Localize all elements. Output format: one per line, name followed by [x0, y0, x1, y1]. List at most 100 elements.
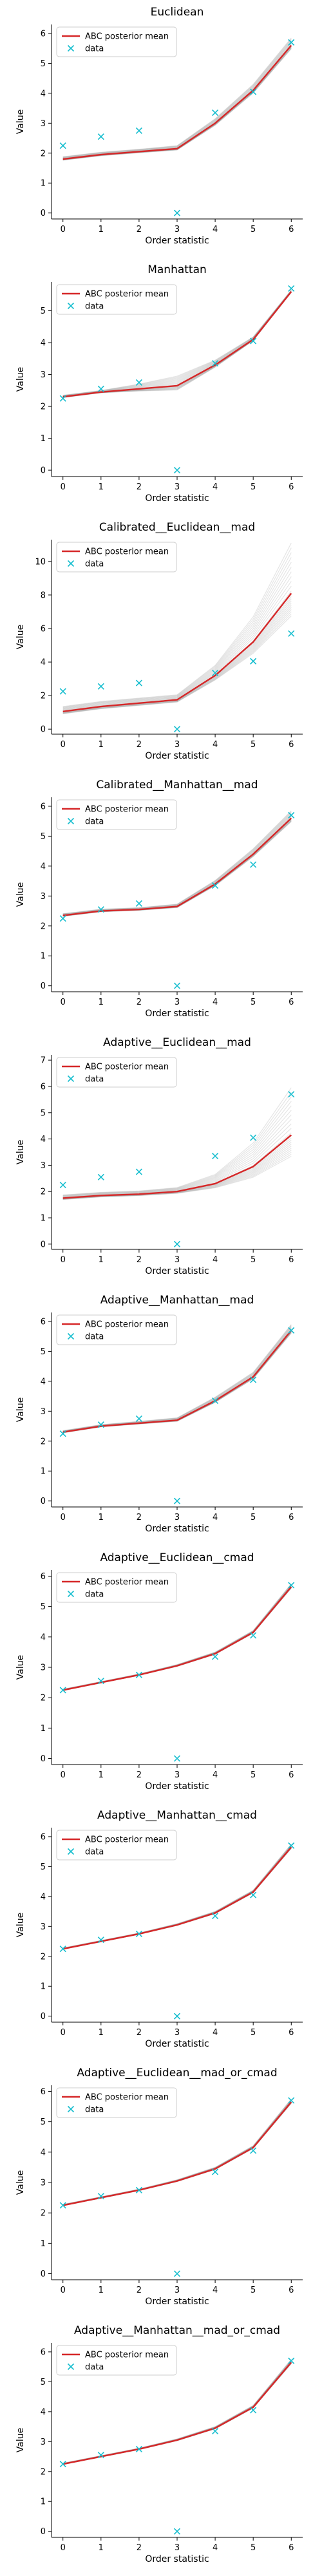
- y-tick-label: 6: [41, 1082, 46, 1092]
- x-tick-label: 4: [213, 2286, 218, 2295]
- x-tick-label: 0: [61, 2286, 66, 2295]
- posterior-sample-line: [62, 2102, 292, 2206]
- posterior-sample-line: [62, 1153, 292, 1200]
- posterior-sample-line: [62, 581, 292, 711]
- data-point-marker: [250, 88, 257, 95]
- posterior-sample-line: [62, 1844, 292, 1949]
- posterior-sample-line: [62, 39, 292, 158]
- posterior-mean-line: [62, 817, 292, 916]
- data-point-marker: [135, 1671, 142, 1678]
- posterior-sample-line: [62, 290, 292, 396]
- data-point-marker: [59, 1687, 66, 1694]
- data-point-marker: [59, 1946, 66, 1953]
- x-tick-label: 1: [99, 1770, 104, 1780]
- x-tick-label: 0: [61, 2028, 66, 2038]
- y-axis-label: Value: [15, 1140, 26, 1164]
- chart-title: Euclidean: [151, 6, 204, 19]
- x-tick-label: 1: [99, 2543, 104, 2553]
- x-tick-label: 1: [99, 1255, 104, 1265]
- y-tick-label: 10: [35, 557, 46, 567]
- posterior-sample-line: [62, 1331, 292, 1433]
- x-tick-label: 2: [137, 1513, 142, 1522]
- data-point-marker: [250, 1376, 257, 1383]
- posterior-sample-line: [62, 1150, 292, 1200]
- posterior-sample-line: [62, 46, 292, 160]
- legend-label-points: data: [85, 560, 104, 569]
- y-tick-label: 3: [41, 1161, 46, 1171]
- legend: ABC posterior mean data: [56, 284, 177, 315]
- posterior-sample-line: [62, 819, 292, 916]
- posterior-sample-line: [62, 1587, 292, 1691]
- posterior-sample-line: [62, 43, 292, 159]
- data-point-marker: [97, 1678, 104, 1685]
- data-point-marker: [288, 1091, 295, 1098]
- x-tick-label: 6: [289, 2286, 294, 2295]
- chart-panel-4: Calibrated__Manhattan__mad 0 1 2 3 4 5 6 0 1 2 3 4 5 6…: [15, 779, 303, 1019]
- y-tick-label: 2: [41, 922, 46, 931]
- data-point-marker: [212, 1653, 219, 1660]
- legend-box: [56, 2345, 177, 2376]
- y-axis-label: Value: [15, 1913, 26, 1937]
- posterior-sample-line: [62, 1587, 292, 1691]
- posterior-sample-line: [62, 2360, 292, 2464]
- posterior-sample-line: [62, 1847, 292, 1949]
- x-tick-label: 0: [61, 1513, 66, 1522]
- x-tick-label: 1: [99, 225, 104, 234]
- data-point-marker: [212, 882, 219, 889]
- y-tick-label: 1: [41, 179, 46, 189]
- posterior-sample-line: [62, 2103, 292, 2206]
- posterior-sample-line: [62, 1101, 292, 1197]
- x-tick-label: 5: [251, 1513, 256, 1522]
- y-tick-label: 0: [41, 2269, 46, 2279]
- data-point-marker: [288, 1582, 295, 1589]
- x-axis-label: Order statistic: [145, 2297, 209, 2307]
- data-point-marker: [173, 982, 181, 989]
- y-tick-label: 1: [41, 1724, 46, 1734]
- posterior-sample-line: [62, 1848, 292, 1950]
- posterior-sample-line: [62, 820, 292, 917]
- x-tick-label: 2: [137, 2543, 142, 2553]
- data-point-marker: [59, 2461, 66, 2468]
- y-tick-label: 2: [41, 1952, 46, 1962]
- x-tick-label: 3: [175, 1770, 180, 1780]
- posterior-sample-line: [62, 290, 292, 397]
- y-tick-label: 0: [41, 466, 46, 476]
- legend-label-line: ABC posterior mean: [85, 547, 169, 557]
- posterior-sample-line: [62, 2363, 292, 2465]
- data-point-marker: [212, 1153, 219, 1160]
- data-point-marker: [59, 395, 66, 402]
- x-tick-label: 0: [61, 740, 66, 750]
- legend: ABC posterior mean data: [56, 26, 177, 57]
- posterior-sample-line: [62, 1330, 292, 1433]
- data-point-marker: [135, 379, 142, 386]
- legend-label-points: data: [85, 1075, 104, 1084]
- x-tick-label: 3: [175, 2028, 180, 2038]
- data-point-marker: [212, 1912, 219, 1920]
- x-tick-label: 2: [137, 1770, 142, 1780]
- x-tick-label: 1: [99, 998, 104, 1007]
- x-tick-label: 1: [99, 1513, 104, 1522]
- posterior-sample-line: [62, 48, 292, 161]
- y-tick-label: 3: [41, 1922, 46, 1932]
- data-point-marker: [212, 360, 219, 367]
- chart-title: Calibrated__Manhattan__mad: [96, 779, 258, 791]
- posterior-sample-line: [62, 44, 292, 160]
- x-tick-label: 3: [175, 225, 180, 234]
- posterior-sample-line: [62, 817, 292, 916]
- x-tick-label: 0: [61, 998, 66, 1007]
- y-tick-label: 5: [41, 1602, 46, 1612]
- chart-panel-9: Adaptive__Euclidean__mad_or_cmad 0 1 2 3 4 5 6 0…: [15, 2067, 303, 2307]
- x-tick-label: 6: [289, 2028, 294, 2038]
- posterior-sample-line: [62, 2360, 292, 2465]
- legend-label-points: data: [85, 302, 104, 312]
- x-tick-label: 4: [213, 998, 218, 1007]
- y-tick-label: 2: [41, 1188, 46, 1197]
- data-point-marker: [135, 2445, 142, 2453]
- data-point-marker: [97, 385, 104, 392]
- data-point-marker: [173, 2528, 181, 2535]
- posterior-sample-line: [62, 1151, 292, 1200]
- x-tick-label: 1: [99, 740, 104, 750]
- data-point-marker: [212, 2168, 219, 2175]
- posterior-mean-line: [62, 291, 292, 398]
- x-tick-label: 5: [251, 225, 256, 234]
